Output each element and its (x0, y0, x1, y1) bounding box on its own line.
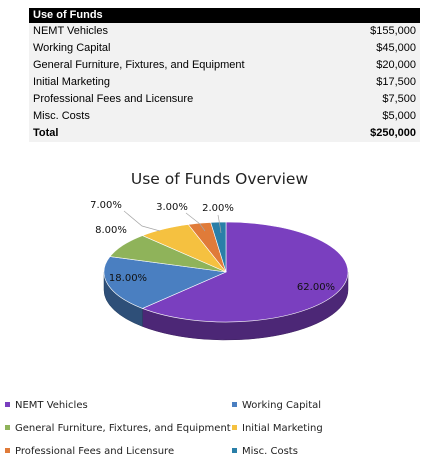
table-header-row: Use of Funds (29, 8, 421, 23)
pie-slice (141, 221, 349, 323)
pie-data-label: 8.00% (95, 225, 127, 236)
table-row: Misc. Costs $5,000 (29, 108, 421, 125)
row-label: Working Capital (29, 40, 320, 57)
row-amount: $5,000 (320, 108, 421, 125)
leader-line (185, 212, 206, 232)
row-amount: $7,500 (320, 91, 421, 108)
legend-item: Initial Marketing (232, 423, 323, 435)
table-total-row: Total $250,000 (29, 125, 421, 142)
chart-title: Use of Funds Overview (130, 170, 309, 188)
table-row: Working Capital $45,000 (29, 40, 421, 57)
row-label: Misc. Costs (29, 108, 320, 125)
legend-item: Misc. Costs (232, 446, 298, 458)
legend-swatch (5, 425, 10, 430)
row-label: General Furniture, Fixtures, and Equipme… (29, 57, 320, 74)
legend-label: Misc. Costs (242, 446, 298, 457)
legend-item: Working Capital (232, 400, 321, 412)
pie-tops (103, 221, 349, 323)
pie-chart: 62.00% 18.00% 8.00% 7.00% 3.00% 2.00% (90, 200, 349, 341)
use-of-funds-table: Use of Funds NEMT Vehicles $155,000 Work… (29, 8, 421, 142)
legend-item: General Furniture, Fixtures, and Equipme… (5, 423, 231, 435)
legend-label: NEMT Vehicles (15, 400, 88, 411)
legend-item: NEMT Vehicles (5, 400, 88, 412)
leader-line (123, 210, 161, 232)
leader-line (217, 214, 222, 234)
legend-item: Professional Fees and Licensure (5, 446, 174, 458)
pie-data-label: 2.00% (202, 203, 234, 214)
legend-label: General Furniture, Fixtures, and Equipme… (15, 423, 231, 434)
row-label: Professional Fees and Licensure (29, 91, 320, 108)
legend-swatch (232, 425, 237, 430)
legend-swatch (232, 448, 237, 453)
table-row: General Furniture, Fixtures, and Equipme… (29, 57, 421, 74)
pie-data-label: 62.00% (297, 282, 335, 293)
legend-swatch (5, 448, 10, 453)
table-row: Professional Fees and Licensure $7,500 (29, 91, 421, 108)
legend-swatch (232, 402, 237, 407)
table-row: Initial Marketing $17,500 (29, 74, 421, 91)
legend-label: Working Capital (242, 400, 322, 411)
row-amount: $45,000 (320, 40, 421, 57)
pie-slice (103, 256, 228, 309)
row-amount: $17,500 (320, 74, 421, 91)
row-label: Initial Marketing (29, 74, 320, 91)
pie-data-label: 18.00% (109, 273, 147, 284)
legend-swatch (5, 402, 10, 407)
legend-label: Initial Marketing (242, 423, 323, 434)
chart-legend: NEMT Vehicles Working Capital General Furn… (0, 396, 439, 466)
pie-slice (210, 221, 227, 273)
total-amount: $250,000 (320, 125, 421, 142)
table-header: Use of Funds (29, 8, 421, 23)
row-amount: $20,000 (320, 57, 421, 74)
pie-data-label: 3.00% (156, 202, 188, 213)
legend-label: Professional Fees and Licensure (15, 446, 175, 457)
total-label: Total (29, 125, 320, 142)
row-amount: $155,000 (320, 23, 421, 40)
row-label: NEMT Vehicles (29, 23, 320, 40)
pie-data-label: 7.00% (90, 200, 122, 211)
pie-leader-lines (123, 210, 222, 234)
table-row: NEMT Vehicles $155,000 (29, 23, 421, 40)
